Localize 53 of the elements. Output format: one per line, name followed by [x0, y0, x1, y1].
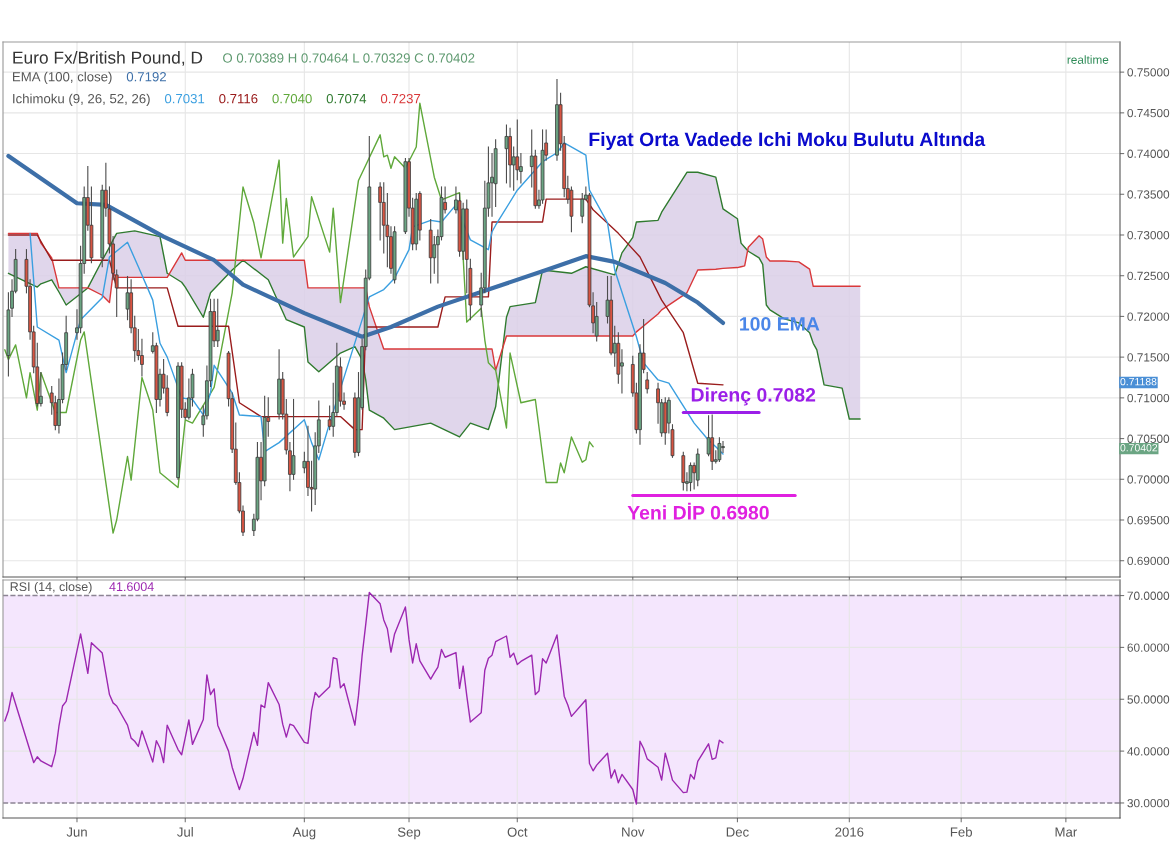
annotation: 0.7040	[272, 93, 312, 104]
y-tick-label: 0.69500	[1127, 516, 1170, 525]
candlestick	[504, 124, 509, 184]
x-tick-label: Dec	[726, 827, 749, 837]
line-series	[6, 153, 726, 339]
annotation: Direnç 0.7082	[691, 387, 816, 406]
y-tick-label: 0.75000	[1127, 68, 1170, 77]
y-tick-label: 0.72000	[1127, 312, 1170, 321]
y-tick-label: 0.73000	[1127, 231, 1170, 240]
annotation: 0.7192	[126, 72, 166, 82]
y-tick-label: 0.70000	[1127, 475, 1170, 484]
y-tick-label: 0.72500	[1127, 271, 1170, 281]
annotation: 0.7031	[164, 93, 205, 104]
x-tick-label: 2016	[835, 827, 864, 837]
line-series	[7, 171, 861, 438]
y-tick-label: 30.0000	[1127, 799, 1170, 808]
y-tick-label: 60.0000	[1127, 643, 1170, 652]
annotation: 41.6004	[109, 582, 154, 592]
candlestick	[688, 462, 693, 492]
annotation: Ichimoku (9, 26, 52, 26)	[13, 93, 150, 106]
text: 0.71188	[1120, 377, 1157, 386]
y-tick-label: 40.0000	[1127, 747, 1170, 756]
annotation: EMA (100, close)	[13, 71, 112, 84]
x-tick-label: Sep	[397, 827, 421, 840]
annotation: realtime	[1067, 55, 1109, 64]
y-tick-label: 0.70500	[1127, 434, 1170, 443]
y-tick-label: 0.71000	[1127, 393, 1170, 403]
x-tick-label: Nov	[622, 827, 645, 837]
y-tick-label: 0.74500	[1127, 108, 1170, 118]
x-tick-label: Feb	[950, 827, 973, 837]
x-tick-label: Mar	[1055, 827, 1078, 837]
y-tick-label: 50.0000	[1127, 695, 1170, 704]
annotation: 0.7074	[326, 93, 367, 104]
line-series	[7, 232, 861, 371]
y-tick-label: 0.71500	[1127, 353, 1170, 362]
annotation: 0.7116	[219, 93, 258, 104]
x-tick-label: Oct	[507, 827, 528, 837]
candlestick	[645, 372, 650, 394]
candlestick	[291, 398, 296, 480]
chart-title: RSI (14, close)	[10, 581, 92, 594]
y-tick-label: 0.73500	[1127, 190, 1170, 199]
annotation: 0.7237	[380, 93, 421, 104]
x-tick-label: Aug	[292, 827, 316, 840]
annotation: Fiyat Orta Vadede Ichi Moku Bulutu Altında	[589, 131, 986, 151]
x-tick-label: Jun	[66, 827, 87, 837]
annotation: Yeni DİP 0.6980	[627, 502, 769, 520]
y-tick-label: 70.0000	[1127, 591, 1170, 600]
y-tick-label: 0.69000	[1127, 556, 1170, 566]
y-tick-label: 0.74000	[1127, 149, 1170, 158]
chart-title: Euro Fx/British Pound, D	[13, 51, 203, 66]
text: 0.70402	[1120, 444, 1158, 452]
x-tick-label: Jul	[177, 827, 193, 837]
text: O 0.70389 H 0.70464 L 0.70329 C 0.70402	[223, 53, 475, 63]
